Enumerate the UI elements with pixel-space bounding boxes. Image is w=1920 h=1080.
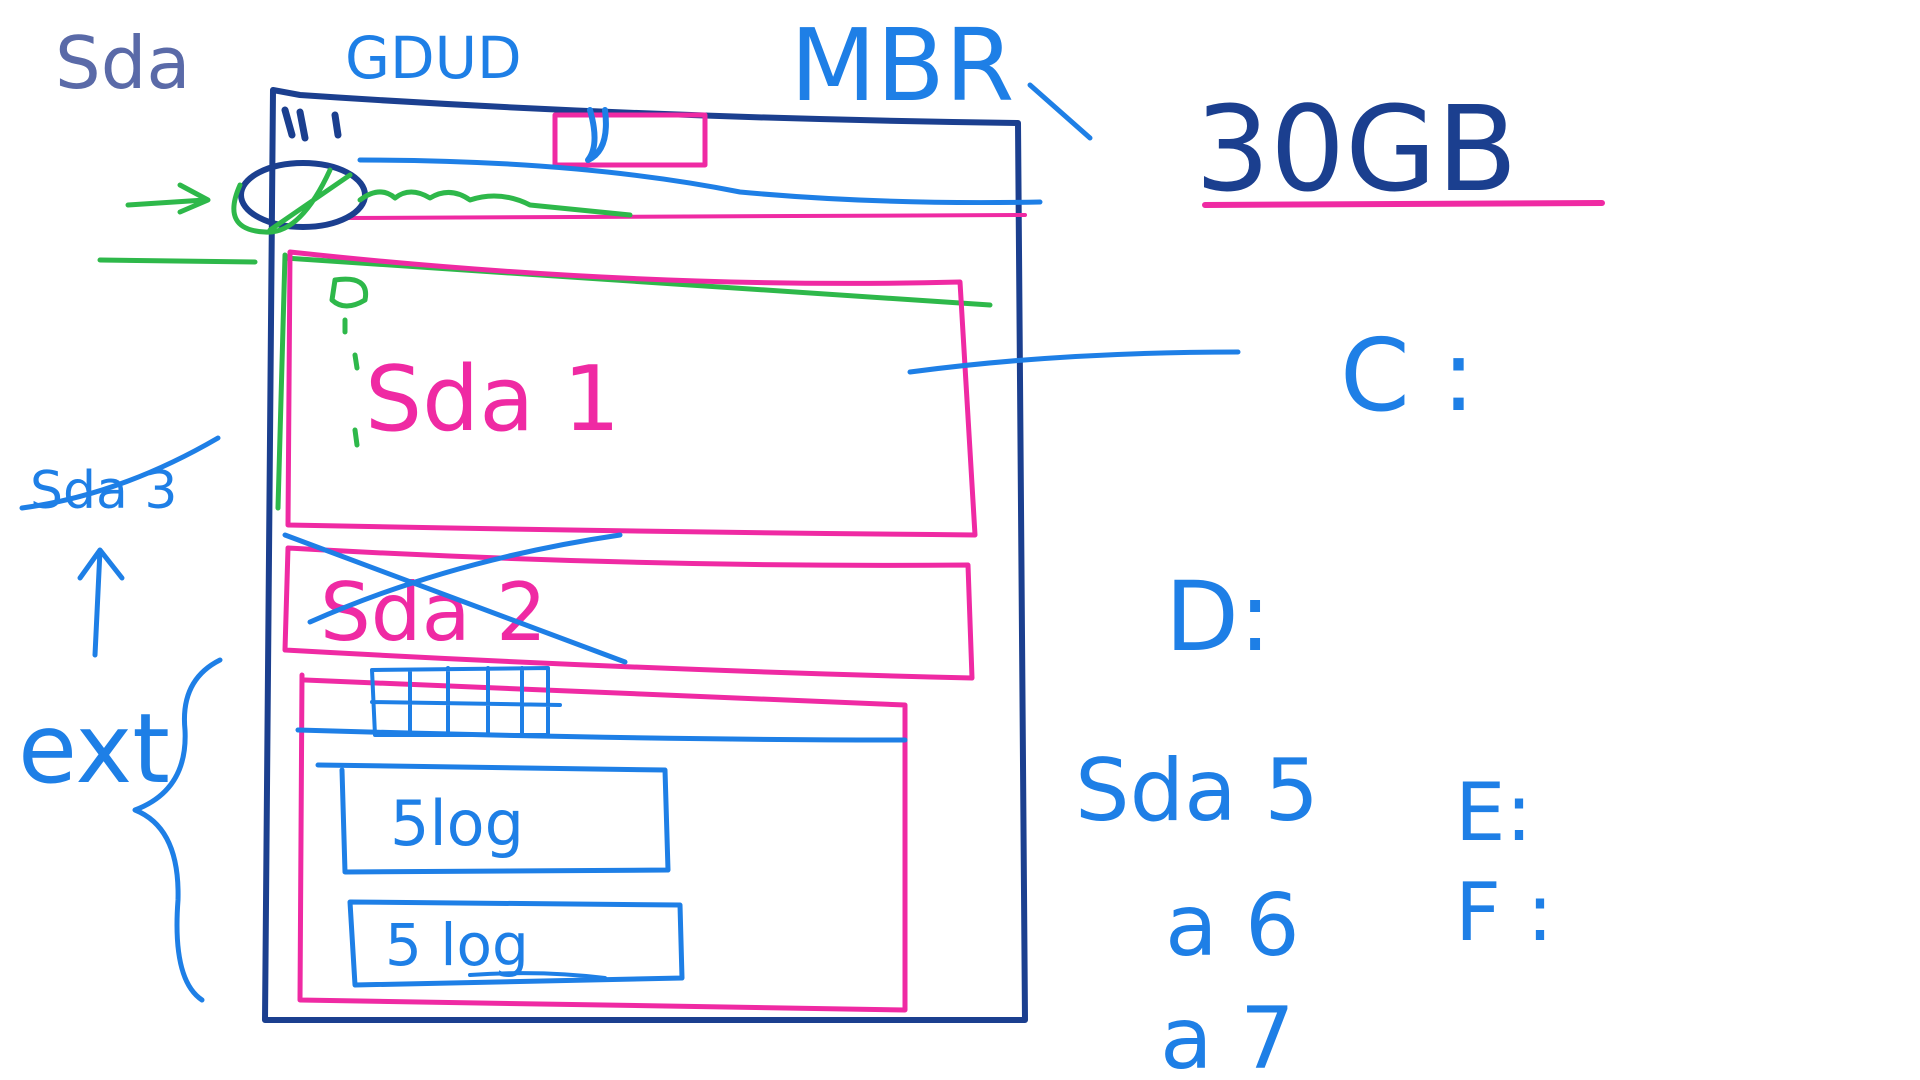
partition-sda2-box bbox=[282, 545, 975, 681]
logical-partition-2-underline bbox=[468, 971, 607, 980]
drive-c-label: C : bbox=[1340, 317, 1475, 434]
mbr-scribble-label: GDUD bbox=[345, 24, 522, 92]
partition-sda1-connector bbox=[907, 349, 1241, 375]
green-arrow bbox=[125, 182, 211, 215]
extended-header-line bbox=[295, 727, 908, 743]
mbr-label: MBR bbox=[790, 7, 1014, 124]
logical-partition-1-label: 5log bbox=[390, 787, 524, 860]
drive-d-label: D: bbox=[1165, 561, 1271, 673]
disk-label: Sda bbox=[55, 21, 191, 105]
green-underline bbox=[97, 257, 258, 265]
logical-a6-label: a 6 bbox=[1165, 876, 1300, 976]
drive-e-label: E: bbox=[1455, 766, 1533, 859]
capacity-underline bbox=[1202, 200, 1605, 208]
partition-sda1-box bbox=[285, 249, 978, 538]
boot-area-squiggle bbox=[231, 167, 633, 235]
ebr-grid bbox=[370, 666, 562, 737]
mbr-tail bbox=[1027, 82, 1093, 141]
header-separator-blue bbox=[357, 157, 1043, 206]
green-bracket bbox=[275, 252, 993, 511]
logical-a7-label: a 7 bbox=[1160, 989, 1295, 1080]
capacity-label: 30GB bbox=[1195, 80, 1518, 218]
header-separator-pink bbox=[343, 213, 1027, 220]
logical-partition-1-box bbox=[315, 762, 671, 875]
drive-f-label: F : bbox=[1455, 866, 1553, 959]
mbr-block bbox=[552, 112, 708, 168]
logical-partition-2-label: 5 log bbox=[385, 911, 529, 979]
green-small-mark bbox=[329, 276, 369, 448]
logical-partition-2-box bbox=[347, 899, 685, 988]
logical-sda5-label: Sda 5 bbox=[1075, 741, 1319, 841]
side-sda3-strike bbox=[19, 435, 221, 511]
partition-sda2-strike bbox=[282, 532, 628, 665]
boot-area-circle bbox=[238, 160, 368, 230]
ext-brace bbox=[132, 657, 223, 1003]
side-up-arrow bbox=[77, 547, 125, 658]
boot-sector-dots bbox=[281, 106, 342, 142]
mbr-block-mark bbox=[585, 107, 609, 163]
ext-label: ext bbox=[18, 693, 170, 805]
partition-sda1-label: Sda 1 bbox=[365, 347, 620, 452]
partition-sda2-label: Sda 2 bbox=[320, 566, 547, 659]
